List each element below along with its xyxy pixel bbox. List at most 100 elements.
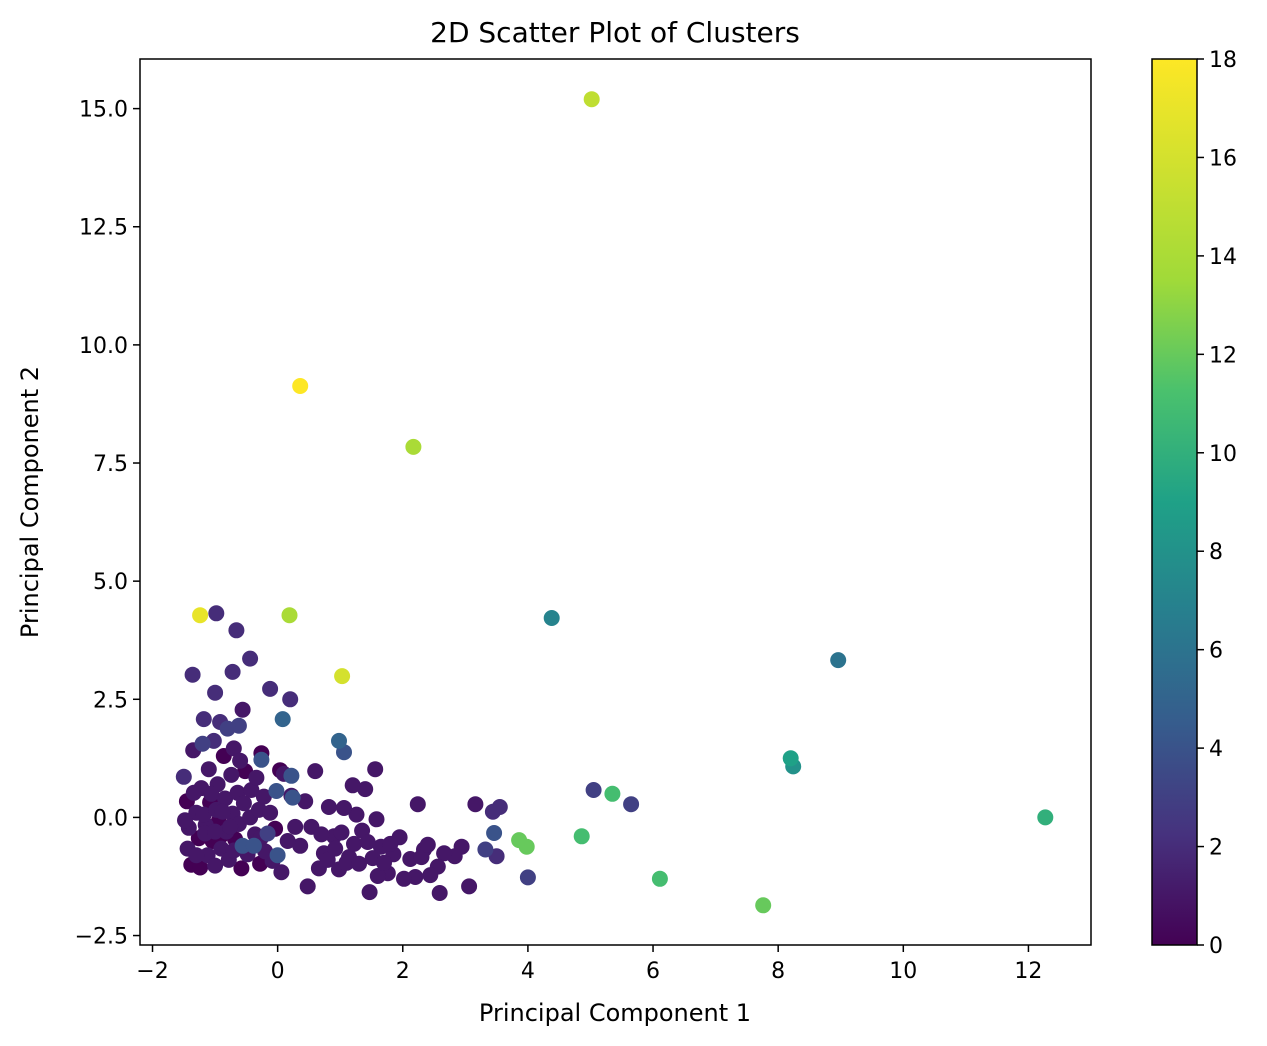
data-point xyxy=(225,740,242,757)
y-tick-label: 10.0 xyxy=(79,334,128,359)
data-point xyxy=(279,833,296,849)
x-tick-label: 2 xyxy=(396,959,410,984)
data-point xyxy=(422,867,439,884)
data-point xyxy=(184,666,201,683)
data-point xyxy=(419,836,436,853)
data-point xyxy=(203,785,220,802)
data-point xyxy=(207,857,224,874)
colorbar-tick-label: 4 xyxy=(1209,737,1223,762)
data-point xyxy=(368,811,385,828)
y-tick-label: 0.0 xyxy=(93,806,128,831)
colorbar-tick-label: 2 xyxy=(1209,836,1223,861)
y-tick-label: 12.5 xyxy=(79,216,128,241)
data-point xyxy=(268,783,285,799)
data-point xyxy=(217,790,234,807)
y-tick-label: −2.5 xyxy=(75,925,128,950)
data-point xyxy=(409,796,426,813)
data-point xyxy=(292,837,309,854)
data-point xyxy=(208,605,225,622)
data-point xyxy=(327,840,344,857)
data-point xyxy=(282,691,299,708)
data-point xyxy=(348,806,365,823)
data-point xyxy=(320,799,337,815)
data-point xyxy=(573,828,590,845)
data-point xyxy=(477,841,494,858)
data-point xyxy=(405,438,422,455)
data-point xyxy=(299,878,316,895)
data-point xyxy=(283,767,300,784)
data-point xyxy=(367,761,384,778)
data-point xyxy=(235,795,252,812)
y-axis: −2.5 0.0 2.5 5.0 7.5 10.0 12.5 15.0 xyxy=(75,98,140,950)
data-point xyxy=(287,818,304,835)
data-point xyxy=(234,701,251,718)
data-point xyxy=(274,711,291,728)
x-tick-label: 8 xyxy=(771,959,785,984)
data-point xyxy=(623,796,640,813)
data-point xyxy=(431,885,448,901)
x-tick-label: 0 xyxy=(271,959,285,984)
data-point xyxy=(382,835,399,852)
data-point xyxy=(194,735,211,752)
chart-title: 2D Scatter Plot of Clusters xyxy=(430,16,800,49)
data-point xyxy=(177,812,193,829)
data-point xyxy=(518,838,535,855)
data-point xyxy=(223,766,240,783)
points-layer xyxy=(175,91,1054,914)
data-point xyxy=(333,824,350,841)
data-point xyxy=(242,650,259,667)
data-point xyxy=(338,854,355,871)
colorbar-tick-label: 10 xyxy=(1209,442,1237,467)
data-point xyxy=(243,782,260,798)
data-point xyxy=(175,768,192,785)
data-point xyxy=(245,837,262,854)
data-point xyxy=(213,840,230,857)
data-point xyxy=(334,668,351,685)
x-tick-label: −2 xyxy=(136,959,168,984)
data-point xyxy=(248,769,265,786)
data-point xyxy=(255,788,272,805)
x-tick-label: 12 xyxy=(1014,959,1042,984)
data-point xyxy=(228,622,245,639)
data-point xyxy=(413,849,430,866)
data-point xyxy=(192,859,209,876)
data-point xyxy=(346,835,362,852)
data-point xyxy=(281,607,298,624)
colorbar xyxy=(1151,58,1198,946)
data-point xyxy=(543,610,560,626)
x-axis: −2 0 2 4 6 8 10 12 xyxy=(136,945,1042,984)
data-point xyxy=(313,826,330,843)
data-point xyxy=(233,860,250,877)
data-point xyxy=(467,796,484,813)
data-point xyxy=(284,789,301,806)
colorbar-tick-label: 0 xyxy=(1209,934,1223,959)
data-point xyxy=(214,803,231,820)
data-point xyxy=(436,845,453,862)
data-point xyxy=(195,806,212,823)
data-point xyxy=(262,804,279,821)
colorbar-tick-label: 14 xyxy=(1209,245,1237,270)
data-point xyxy=(359,834,376,850)
plot-frame xyxy=(139,58,1092,946)
data-point xyxy=(307,763,324,780)
data-point xyxy=(222,818,239,835)
data-point xyxy=(252,855,269,872)
data-point xyxy=(486,825,503,841)
data-point xyxy=(319,851,336,868)
y-tick-label: 15.0 xyxy=(79,98,128,123)
y-tick-label: 7.5 xyxy=(93,452,128,477)
data-point xyxy=(269,847,286,864)
data-point xyxy=(361,884,378,901)
data-point xyxy=(585,782,602,798)
data-point xyxy=(376,854,392,871)
data-point xyxy=(396,870,412,887)
data-point xyxy=(207,823,224,840)
data-point xyxy=(344,777,361,794)
data-point xyxy=(830,652,847,669)
y-axis-label: Principal Component 2 xyxy=(16,366,44,638)
y-tick-label: 2.5 xyxy=(93,688,128,713)
x-axis-label: Principal Component 1 xyxy=(479,999,751,1027)
data-point xyxy=(583,91,600,108)
